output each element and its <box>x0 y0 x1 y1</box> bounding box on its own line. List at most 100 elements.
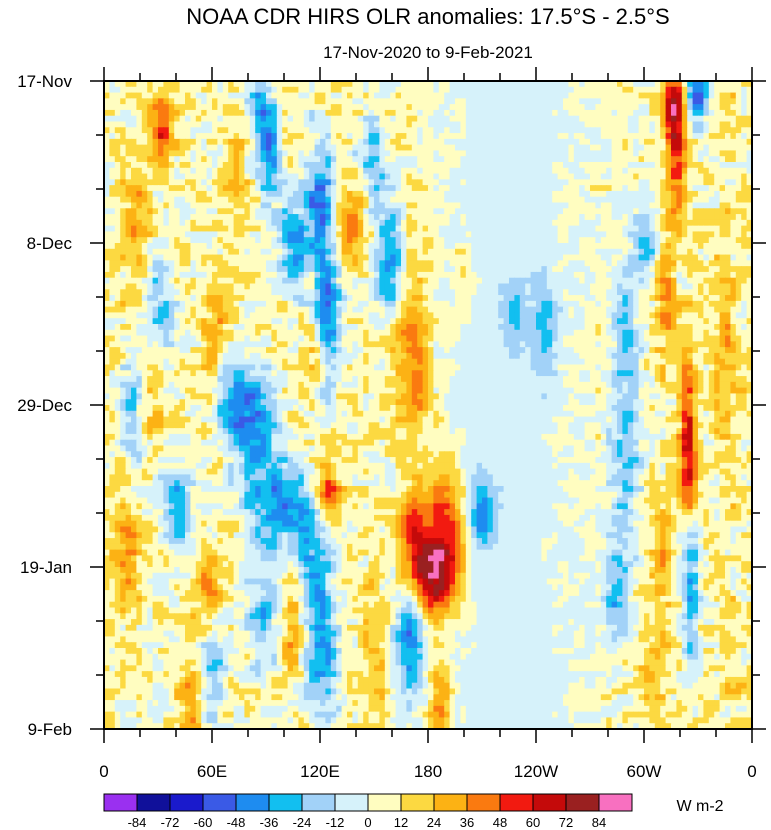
heatmap-cell <box>368 185 375 192</box>
heatmap-cell <box>476 214 483 221</box>
heatmap-cell <box>698 312 704 319</box>
heatmap-cell <box>347 190 353 198</box>
heatmap-cell <box>255 167 262 175</box>
heatmap-cell <box>428 254 434 261</box>
heatmap-cell <box>584 219 591 227</box>
heatmap-cell <box>644 156 650 163</box>
heatmap-cell <box>514 283 521 290</box>
heatmap-cell <box>449 196 456 204</box>
heatmap-cell <box>509 92 515 99</box>
heatmap-cell <box>168 306 175 314</box>
heatmap-cell <box>622 231 629 238</box>
heatmap-cell <box>482 277 488 285</box>
heatmap-cell <box>239 121 245 128</box>
heatmap-cell <box>384 98 391 105</box>
heatmap-cell <box>384 185 391 192</box>
heatmap-cell <box>633 127 640 134</box>
heatmap-cell <box>573 295 580 302</box>
heatmap-cell <box>698 109 704 117</box>
heatmap-cell <box>681 266 688 273</box>
heatmap-cell <box>422 214 429 221</box>
heatmap-cell <box>158 277 164 285</box>
heatmap-cell <box>617 289 623 296</box>
heatmap-cell <box>363 190 370 198</box>
heatmap-cell <box>676 277 683 285</box>
heatmap-cell <box>530 86 537 94</box>
heatmap-cell <box>228 185 235 192</box>
heatmap-cell <box>455 248 461 256</box>
heatmap-cell <box>347 98 353 105</box>
heatmap-cell <box>514 202 521 209</box>
heatmap-cell <box>206 179 213 186</box>
heatmap-cell <box>600 81 607 88</box>
heatmap-cell <box>725 92 731 99</box>
heatmap-cell <box>163 289 170 296</box>
heatmap-cell <box>465 260 472 267</box>
heatmap-cell <box>482 300 488 308</box>
heatmap-cell <box>217 289 224 296</box>
heatmap-cell <box>579 127 586 134</box>
heatmap-cell <box>692 225 699 233</box>
heatmap-cell <box>417 300 424 308</box>
heatmap-cell <box>509 231 515 238</box>
heatmap-cell <box>487 306 494 314</box>
heatmap-cell <box>217 306 224 314</box>
heatmap-cell <box>725 266 731 273</box>
heatmap-cell <box>174 266 181 273</box>
heatmap-cell <box>341 150 348 157</box>
heatmap-cell <box>568 202 575 209</box>
heatmap-cell <box>519 104 526 111</box>
heatmap-cell <box>293 179 299 186</box>
heatmap-cell <box>222 271 229 279</box>
heatmap-cell <box>341 127 348 134</box>
heatmap-cell <box>276 121 283 128</box>
heatmap-cell <box>590 185 596 192</box>
heatmap-cell <box>638 81 645 88</box>
heatmap-cell <box>460 81 467 88</box>
heatmap-cell <box>590 150 596 157</box>
heatmap-cell <box>563 266 569 273</box>
heatmap-cell <box>530 138 537 146</box>
heatmap-cell <box>131 196 137 204</box>
heatmap-cell <box>525 185 532 192</box>
heatmap-cell <box>287 167 294 175</box>
heatmap-cell <box>465 92 472 99</box>
heatmap-cell <box>217 219 224 227</box>
heatmap-cell <box>460 185 467 192</box>
heatmap-cell <box>401 208 407 215</box>
heatmap-cell <box>401 150 407 157</box>
heatmap-cell <box>341 237 348 244</box>
heatmap-cell <box>611 300 618 308</box>
heatmap-cell <box>417 121 424 128</box>
heatmap-cell <box>185 109 191 117</box>
heatmap-cell <box>314 144 321 152</box>
heatmap-cell <box>320 144 326 152</box>
heatmap-cell <box>433 277 440 285</box>
heatmap-cell <box>644 271 650 279</box>
heatmap-cell <box>185 266 191 273</box>
heatmap-cell <box>665 173 672 180</box>
heatmap-cell <box>411 127 418 134</box>
heatmap-cell <box>536 144 542 152</box>
heatmap-cell <box>303 254 310 261</box>
heatmap-cell <box>309 306 316 314</box>
heatmap-cell <box>422 121 429 128</box>
heatmap-cell <box>330 185 337 192</box>
heatmap-cell <box>590 208 596 215</box>
heatmap-cell <box>563 98 569 105</box>
heatmap-cell <box>422 225 429 233</box>
heatmap-cell <box>471 295 478 302</box>
heatmap-cell <box>287 150 294 157</box>
heatmap-cell <box>471 167 478 175</box>
heatmap-cell <box>314 283 321 290</box>
heatmap-cell <box>449 81 456 88</box>
heatmap-cell <box>109 127 116 134</box>
heatmap-cell <box>293 115 299 123</box>
heatmap-cell <box>622 150 629 157</box>
heatmap-cell <box>266 225 272 233</box>
heatmap-cell <box>449 138 456 146</box>
heatmap-cell <box>460 312 467 319</box>
heatmap-cell <box>368 179 375 186</box>
heatmap-cell <box>649 312 656 319</box>
heatmap-cell <box>449 243 456 250</box>
